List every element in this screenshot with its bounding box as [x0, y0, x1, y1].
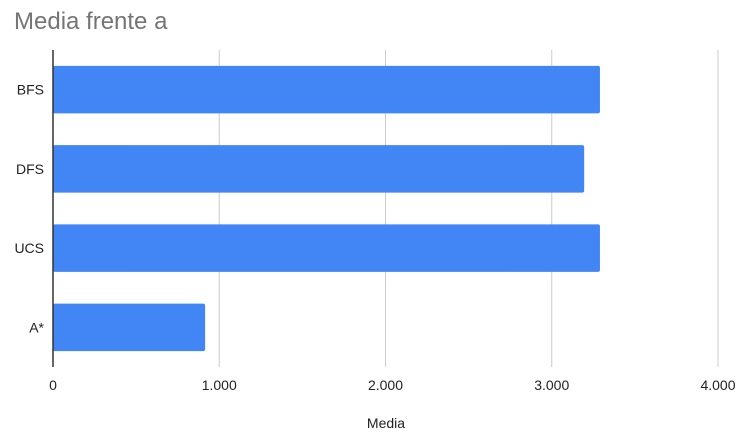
category-label: DFS	[16, 161, 44, 177]
x-tick-label: 0	[49, 377, 57, 393]
x-tick-label: 4.000	[700, 377, 735, 393]
chart-title: Media frente a	[14, 8, 168, 35]
bar-ucs	[53, 224, 600, 272]
x-axis-title: Media	[367, 415, 405, 431]
category-labels: BFS DFS UCS A*	[14, 82, 44, 336]
x-tick-label: 2.000	[368, 377, 403, 393]
x-tick-labels: 0 1.000 2.000 3.000 4.000	[49, 377, 736, 393]
bar-a	[53, 303, 206, 352]
bars	[53, 65, 600, 352]
bar-bfs	[53, 65, 600, 114]
category-label: A*	[29, 319, 44, 335]
x-tick-label: 3.000	[534, 377, 569, 393]
category-label: UCS	[14, 240, 44, 256]
bar-dfs	[53, 145, 585, 193]
x-tick-label: 1.000	[202, 377, 237, 393]
category-label: BFS	[17, 82, 44, 98]
